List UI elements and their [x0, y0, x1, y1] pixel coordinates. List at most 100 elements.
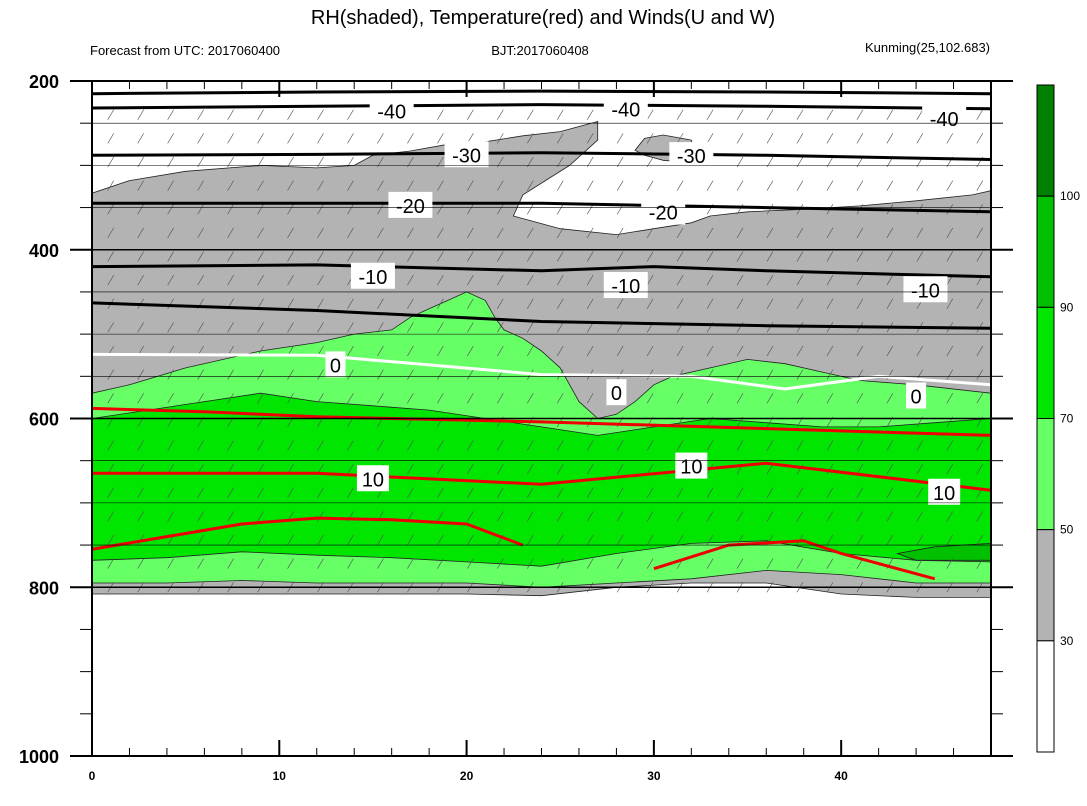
wind-barb [706, 511, 714, 522]
wind-barb [886, 345, 894, 357]
wind-barb [976, 463, 984, 475]
wind-barb [886, 109, 894, 120]
wind-barb [467, 511, 474, 522]
wind-barb [826, 180, 834, 191]
isotherm-label: -10 [911, 280, 940, 302]
wind-barb [227, 534, 234, 546]
wind-barb [467, 298, 474, 309]
wind-barb [496, 180, 504, 191]
isotherm-label-box [669, 142, 714, 169]
wind-barb [706, 251, 714, 262]
wind-barb [107, 534, 115, 546]
wind-barb [287, 109, 294, 120]
isotherm-label-box [350, 262, 395, 289]
wind-barb [377, 322, 384, 333]
isotherm-label: 0 [611, 383, 622, 405]
wind-barb [107, 180, 115, 191]
wind-barb [586, 440, 594, 451]
wind-barb [407, 227, 414, 239]
wind-barb [107, 511, 115, 522]
wind-barb [317, 369, 324, 380]
wind-barb [317, 440, 324, 451]
wind-barb [826, 133, 834, 144]
wind-barb [916, 227, 924, 239]
wind-barb [586, 322, 594, 333]
wind-barb [826, 251, 834, 262]
wind-barb [646, 180, 654, 191]
wind-barb [676, 369, 684, 380]
wind-barb [347, 558, 354, 569]
wind-barb [287, 369, 294, 380]
wind-barb [167, 298, 174, 309]
wind-barb [467, 274, 474, 286]
wind-barb [676, 274, 684, 286]
isotherm-label: 10 [680, 457, 702, 479]
wind-barb [287, 227, 294, 239]
wind-barb [766, 440, 774, 451]
wind-barb [676, 227, 684, 239]
wind-barb [227, 180, 234, 191]
wind-barb [197, 511, 204, 522]
wind-barb [586, 227, 594, 239]
isotherm-label: -40 [377, 101, 406, 123]
wind-barb [946, 511, 954, 522]
wind-barb [227, 487, 234, 498]
wind-barb [826, 274, 834, 286]
wind-barb [706, 109, 714, 120]
wind-barb [526, 558, 534, 569]
wind-barb [976, 345, 984, 357]
wind-barb [257, 369, 264, 380]
wind-barb [976, 511, 984, 522]
wind-barb [886, 511, 894, 522]
wind-barb [526, 109, 534, 120]
wind-barb [556, 298, 564, 309]
wind-barb [526, 322, 534, 333]
wind-barb [107, 109, 115, 120]
wind-barb [586, 534, 594, 546]
wind-barb [646, 487, 654, 498]
bjt-label: BJT:2017060408 [491, 43, 589, 58]
wind-barb [107, 487, 115, 498]
wind-barb [496, 109, 504, 120]
wind-barb [287, 133, 294, 144]
wind-barb [407, 322, 414, 333]
wind-barb [796, 440, 804, 451]
wind-barb [287, 487, 294, 498]
wind-barb [796, 274, 804, 286]
wind-barb [407, 369, 414, 380]
wind-barb [826, 511, 834, 522]
wind-barb [676, 487, 684, 498]
isotherm-label: -40 [611, 100, 640, 122]
wind-barb [257, 558, 264, 569]
wind-barb [766, 298, 774, 309]
wind-barb [736, 558, 744, 569]
wind-barb [676, 511, 684, 522]
wind-barb [706, 393, 714, 404]
wind-barb [257, 322, 264, 333]
wind-barb [916, 511, 924, 522]
wind-barb [227, 274, 234, 286]
wind-barb [496, 440, 504, 451]
wind-barb [616, 558, 624, 569]
wind-barb [766, 180, 774, 191]
isotherm-line [92, 301, 991, 330]
wind-barb [856, 463, 864, 475]
wind-barb [377, 440, 384, 451]
wind-barb [437, 487, 444, 498]
wind-barb [796, 558, 804, 569]
wind-barb [437, 227, 444, 239]
wind-barb [137, 204, 144, 215]
wind-barb [407, 251, 414, 262]
wind-barb [916, 180, 924, 191]
wind-barb [137, 274, 144, 286]
wind-barb [437, 298, 444, 309]
wind-barb [796, 393, 804, 404]
wind-barb [167, 133, 174, 144]
wind-barb [646, 558, 654, 569]
wind-barb [347, 204, 354, 215]
wind-barb [137, 227, 144, 239]
isotherm-label-box [356, 465, 389, 492]
wind-barb [467, 180, 474, 191]
wind-barb [856, 109, 864, 120]
